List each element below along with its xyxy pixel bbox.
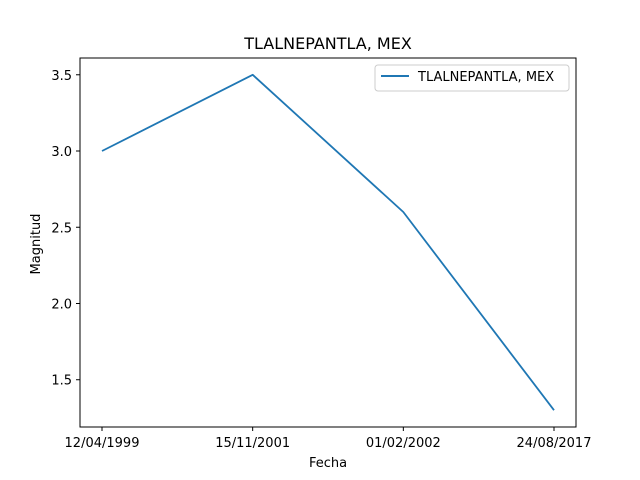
y-tick-label: 3.5 — [51, 69, 72, 84]
chart-title: TLALNEPANTLA, MEX — [243, 34, 412, 53]
y-tick-label: 3.0 — [51, 145, 72, 160]
legend-label: TLALNEPANTLA, MEX — [417, 70, 554, 85]
series-line — [101, 73, 555, 411]
y-tick-label: 2.0 — [51, 297, 72, 312]
y-axis: 1.5 2.0 2.5 3.0 3.5 — [51, 69, 80, 389]
legend-box — [374, 64, 570, 92]
x-tick-label: 12/04/1999 — [65, 436, 140, 451]
x-axis: 12/04/1999 15/11/2001 01/02/2002 24/08/2017 — [65, 427, 592, 451]
legend: TLALNEPANTLA, MEX — [374, 64, 570, 92]
plot-frame — [79, 57, 577, 428]
x-tick-label: 01/02/2002 — [366, 436, 441, 451]
y-axis-label: Magnitud — [29, 214, 44, 275]
x-axis-label: Fecha — [309, 456, 347, 471]
x-tick-label: 15/11/2001 — [215, 436, 290, 451]
plot-area — [101, 73, 555, 411]
y-tick-label: 2.5 — [51, 221, 72, 236]
y-tick-label: 1.5 — [51, 374, 72, 389]
x-tick-label: 24/08/2017 — [517, 436, 592, 451]
